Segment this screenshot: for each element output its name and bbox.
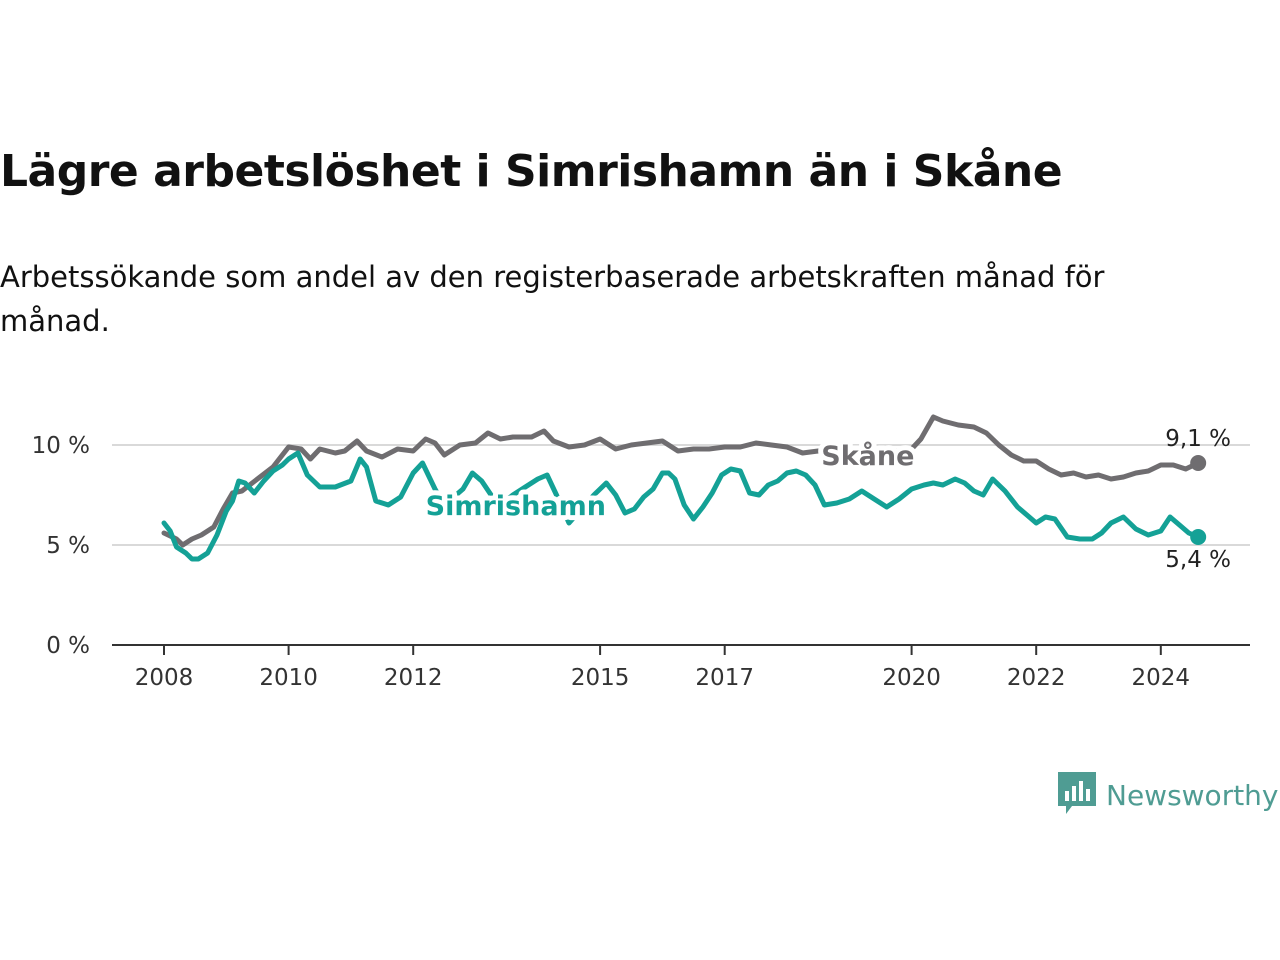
- chart-subtitle: Arbetssökande som andel av den registerb…: [0, 260, 1105, 338]
- x-tick-label: 2022: [1007, 665, 1066, 691]
- series-line-simrishamn: [161, 450, 1201, 562]
- y-tick-label: 10 %: [32, 433, 90, 459]
- y-tick-label: 0 %: [46, 633, 90, 659]
- series-label-halo: Simrishamn: [426, 491, 606, 522]
- end-point: [1190, 455, 1207, 471]
- newsworthy-logo-text: Newsworthy: [1106, 778, 1279, 812]
- x-tick-label: 2024: [1132, 665, 1191, 691]
- end-point: [1190, 529, 1207, 545]
- series-label-halo: Skåne: [821, 440, 914, 472]
- series-label: Simrishamn: [426, 491, 606, 522]
- y-tick-label: 5 %: [46, 533, 90, 559]
- chart-title: Lägre arbetslöshet i Simrishamn än i Skå…: [0, 146, 1063, 197]
- x-tick-label: 2017: [695, 665, 754, 691]
- x-tick-label: 2010: [259, 665, 318, 691]
- x-tick-label: 2012: [384, 665, 443, 691]
- newsworthy-logo: Newsworthy: [1058, 772, 1279, 818]
- end-value-label: 9,1 %: [1165, 426, 1231, 452]
- newsworthy-logo-icon: [1058, 772, 1096, 814]
- x-tick-label: 2008: [135, 665, 194, 691]
- series-line-sk-ne: [161, 414, 1201, 548]
- end-value-label: 5,4 %: [1165, 547, 1231, 573]
- x-tick-label: 2020: [882, 665, 941, 691]
- series-label: Skåne: [821, 440, 914, 472]
- x-tick-label: 2015: [571, 665, 630, 691]
